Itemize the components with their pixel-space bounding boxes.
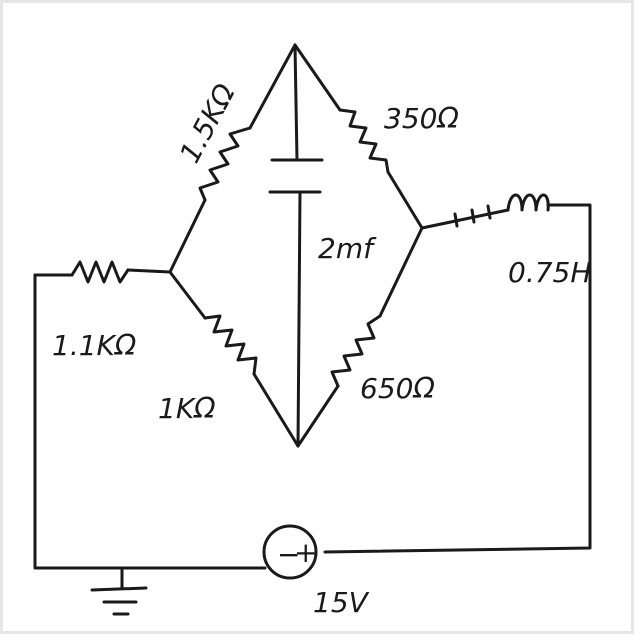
resistor-icon bbox=[198, 126, 252, 202]
resistor-icon bbox=[330, 314, 382, 388]
resistor-icon bbox=[338, 108, 390, 174]
resistor-icon bbox=[203, 314, 258, 376]
r-top-left-label: 1.5KΩ bbox=[173, 78, 242, 168]
ground-icon bbox=[90, 566, 148, 616]
outer-wires bbox=[33, 203, 592, 570]
capacitor-icon bbox=[268, 158, 324, 194]
source-voltage-label: 15V bbox=[313, 586, 370, 619]
r-bottom-right-label: 650Ω bbox=[360, 372, 435, 405]
r-top-right-label: 350Ω bbox=[384, 102, 459, 135]
inductor-label: 0.75H bbox=[508, 256, 591, 289]
r-series-label: 1.1KΩ bbox=[52, 329, 137, 362]
capacitor-label: 2mf bbox=[318, 232, 377, 265]
resistor-icon bbox=[70, 260, 130, 284]
source-plus-label: + bbox=[294, 536, 317, 569]
inductor-icon bbox=[506, 193, 550, 212]
source-minus-label: − bbox=[277, 538, 300, 571]
voltage-source-icon bbox=[262, 524, 318, 580]
r-bottom-left-label: 1KΩ bbox=[158, 392, 216, 425]
